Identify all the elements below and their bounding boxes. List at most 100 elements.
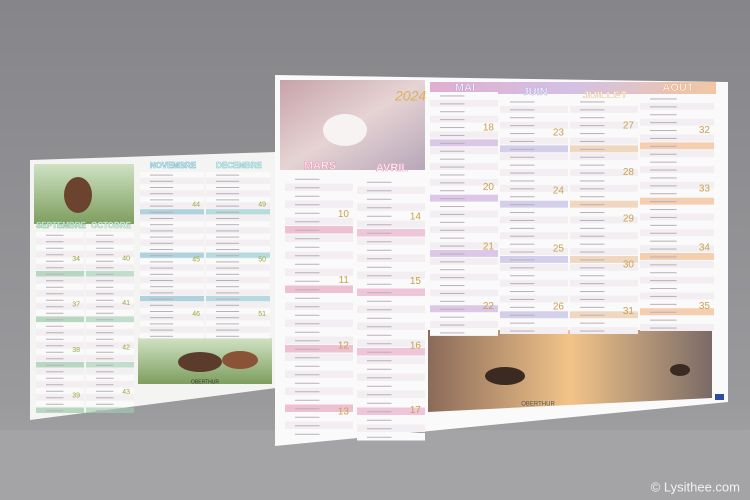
day-text	[367, 198, 392, 200]
day-text	[440, 316, 465, 318]
day-text	[650, 193, 677, 195]
day-text	[295, 178, 320, 180]
day-row	[640, 237, 714, 245]
day-row	[640, 292, 714, 300]
day-text	[216, 224, 240, 226]
day-text	[650, 303, 677, 305]
day-text	[216, 230, 240, 232]
day-text	[650, 209, 677, 211]
day-text	[96, 358, 114, 360]
day-text	[580, 259, 605, 261]
day-text	[216, 329, 240, 331]
day-text	[367, 249, 392, 251]
day-text	[440, 190, 465, 192]
day-text	[440, 174, 465, 176]
day-text	[440, 245, 465, 247]
week-number: 24	[553, 185, 565, 196]
day-text	[580, 275, 605, 277]
day-text	[295, 195, 320, 197]
day-text	[295, 357, 320, 359]
day-text	[510, 267, 535, 269]
day-text	[96, 397, 114, 399]
day-text	[150, 280, 174, 281]
day-text	[46, 377, 64, 379]
day-text	[367, 266, 392, 268]
day-text	[96, 403, 114, 405]
day-text	[216, 267, 240, 269]
day-text	[580, 235, 605, 237]
day-row	[430, 297, 498, 305]
day-text	[295, 212, 320, 214]
day-text	[650, 216, 677, 218]
day-text	[440, 300, 465, 302]
day-row	[640, 316, 714, 324]
day-row	[500, 145, 568, 153]
day-text	[580, 196, 605, 198]
day-text	[96, 306, 114, 308]
day-row	[640, 324, 714, 331]
day-row	[640, 253, 714, 260]
horse	[178, 352, 222, 372]
day-row	[640, 308, 714, 316]
week-number: 28	[623, 167, 635, 178]
week-number: 26	[553, 301, 565, 312]
day-row	[640, 213, 714, 221]
day-text	[150, 230, 174, 232]
day-text	[216, 317, 240, 319]
day-text	[295, 382, 320, 384]
day-text	[46, 397, 64, 399]
day-row	[430, 178, 498, 186]
day-text	[46, 280, 64, 282]
week-number: 29	[623, 213, 635, 224]
day-text	[295, 433, 320, 435]
day-text	[46, 293, 64, 295]
day-text	[367, 377, 392, 379]
day-text	[367, 241, 392, 243]
day-text	[295, 314, 320, 316]
day-row	[640, 221, 714, 229]
day-text	[150, 174, 174, 176]
day-text	[650, 153, 677, 155]
day-text	[580, 306, 605, 308]
day-text	[216, 242, 240, 244]
day-text	[295, 280, 320, 282]
day-text	[367, 309, 392, 311]
day-text	[216, 323, 240, 325]
day-text	[367, 207, 392, 209]
day-text	[367, 317, 392, 319]
day-text	[367, 224, 392, 226]
day-text	[96, 351, 114, 353]
day-text	[510, 259, 535, 261]
day-text	[150, 180, 174, 182]
week-number: 51	[258, 311, 266, 318]
day-text	[650, 240, 677, 242]
day-text	[367, 326, 392, 328]
day-row	[640, 118, 714, 126]
day-text	[295, 365, 320, 367]
day-text	[96, 377, 114, 379]
month-name: MARS	[304, 160, 336, 172]
week-number: 25	[553, 243, 565, 254]
day-text	[96, 312, 114, 314]
week-number: 40	[122, 256, 130, 263]
day-text	[96, 390, 114, 392]
week-number: 43	[122, 389, 130, 396]
day-text	[650, 106, 677, 108]
day-text	[510, 148, 535, 150]
day-text	[150, 249, 174, 250]
horse	[222, 351, 258, 369]
day-text	[650, 327, 677, 329]
day-text	[580, 180, 605, 182]
week-number: 20	[483, 182, 495, 193]
day-text	[367, 436, 392, 438]
day-text	[295, 238, 320, 240]
day-row	[640, 268, 714, 276]
day-row	[430, 139, 498, 147]
day-text	[440, 332, 465, 334]
month-name: OCTOBRE	[91, 221, 132, 230]
day-text	[367, 258, 392, 260]
day-text	[440, 119, 465, 121]
day-text	[216, 255, 240, 257]
day-text	[216, 298, 240, 300]
